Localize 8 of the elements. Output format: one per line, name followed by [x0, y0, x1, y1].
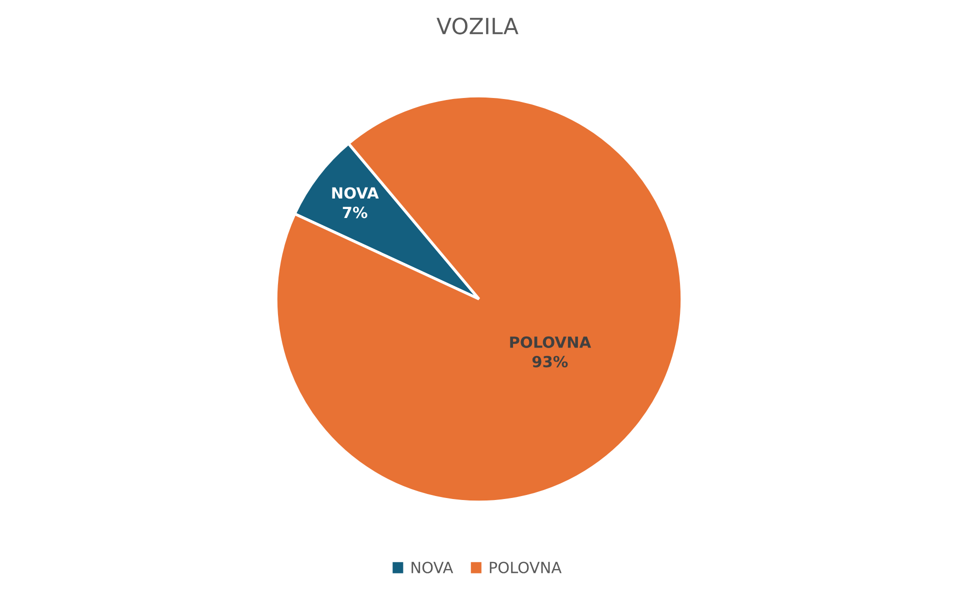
pie-slice	[274, 94, 684, 504]
legend-label: POLOVNA	[490, 562, 562, 574]
data-label: 93%	[532, 356, 568, 368]
data-label: 7%	[342, 206, 368, 218]
slice-label: NOVA	[332, 187, 379, 199]
slice-label: POLOVNA	[510, 336, 592, 348]
chart-title: VOZILA	[436, 18, 518, 34]
legend-label: NOVA	[412, 562, 454, 574]
